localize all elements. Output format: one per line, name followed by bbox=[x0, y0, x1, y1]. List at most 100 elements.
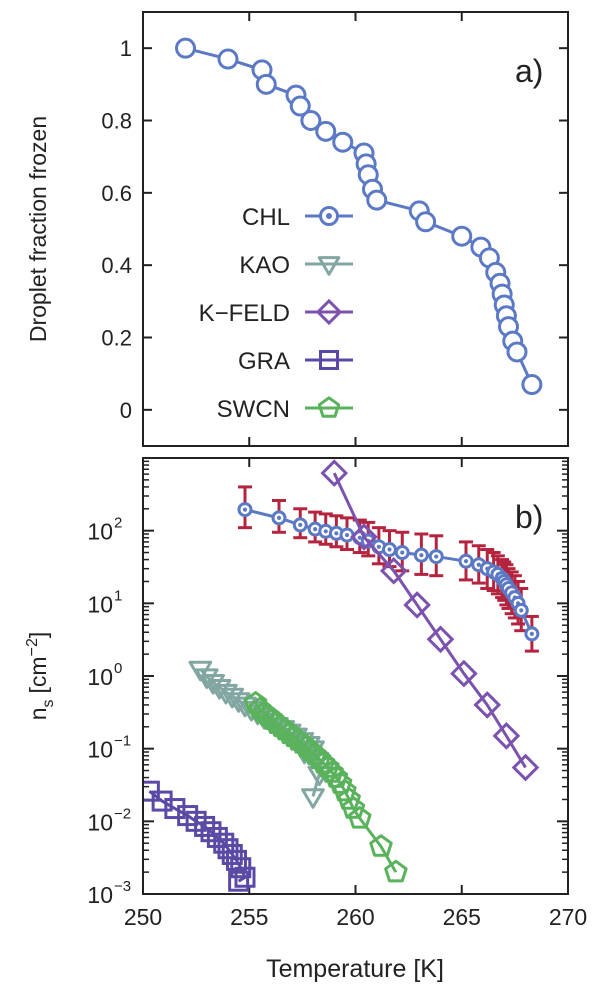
data-point-dot bbox=[400, 550, 405, 555]
data-point-dot bbox=[323, 529, 328, 534]
panel-a-y-tick-label: 0 bbox=[120, 398, 132, 423]
panel-b-x-tick-label: 255 bbox=[230, 904, 268, 930]
legend-marker bbox=[317, 396, 341, 418]
data-point-dot bbox=[276, 515, 282, 520]
panel-a-y-tick-label: 0.6 bbox=[101, 181, 132, 206]
data-point bbox=[350, 523, 378, 551]
panel-b-y-tick-label: 10 bbox=[87, 809, 113, 835]
legend-label: K−FELD bbox=[199, 300, 290, 327]
panel-b-y-tick-exponent: 1 bbox=[114, 587, 122, 604]
panel-b-y-tick-label: 10 bbox=[87, 591, 113, 617]
data-point bbox=[369, 834, 393, 857]
panel-a-y-ticks: 0 0.2 0.4 0.6 0.8 1 bbox=[101, 36, 568, 423]
data-point-dot bbox=[387, 547, 392, 552]
data-point bbox=[301, 788, 325, 809]
data-point bbox=[234, 866, 256, 888]
tick-base: 10 bbox=[87, 737, 113, 763]
panel-b-label: b) bbox=[515, 499, 543, 535]
panel-b-y-tick-exponent: −2 bbox=[114, 805, 131, 822]
panel-b-y-axis-label: ns [cm−2] bbox=[24, 632, 57, 721]
panel-a: 0 0.2 0.4 0.6 0.8 1 a) Droplet fraction froze… bbox=[25, 11, 569, 447]
data-point-chl bbox=[300, 110, 322, 131]
panel-a-x-ticks bbox=[142, 12, 569, 446]
legend-marker bbox=[315, 298, 343, 326]
panel-b-y-tick-label: 10 bbox=[87, 664, 113, 690]
data-point-dot bbox=[476, 562, 481, 567]
data-point bbox=[426, 625, 455, 654]
legend-label: SWCN bbox=[217, 396, 290, 423]
panel-b-y-tick-exponent: −3 bbox=[114, 878, 131, 895]
panel-b-x-tick-label: 260 bbox=[336, 904, 374, 930]
data-point-chl bbox=[315, 120, 337, 142]
data-point bbox=[194, 815, 216, 837]
panel-b-y-tick-exponent: 2 bbox=[114, 515, 122, 532]
data-point bbox=[379, 557, 408, 585]
data-point bbox=[151, 790, 173, 812]
data-point-chl bbox=[506, 341, 528, 363]
legend-label: CHL bbox=[242, 204, 290, 231]
ylabel-unit-exp: −2 bbox=[24, 638, 41, 656]
data-point-dot bbox=[334, 531, 339, 536]
data-point bbox=[492, 722, 521, 750]
data-point bbox=[206, 826, 228, 848]
data-point bbox=[164, 798, 186, 820]
panel-a-data bbox=[175, 37, 543, 396]
panel-a-frame bbox=[142, 11, 569, 447]
data-point bbox=[341, 796, 366, 819]
data-point-chl bbox=[366, 189, 388, 211]
data-point-chl bbox=[217, 48, 239, 70]
tick-base: 10 bbox=[87, 882, 113, 908]
panel-b-x-tick-label: 265 bbox=[443, 904, 481, 930]
data-point-chl bbox=[289, 95, 311, 117]
data-point-chl bbox=[255, 73, 277, 95]
data-point-dot bbox=[434, 554, 439, 559]
series-line-chl bbox=[185, 46, 534, 386]
panel-b-y-tick-label: 10 bbox=[87, 737, 113, 763]
series-k-feld bbox=[320, 459, 540, 782]
data-point-dot bbox=[529, 631, 534, 636]
data-point bbox=[450, 659, 478, 688]
panel-b-x-tick-label: 270 bbox=[549, 904, 587, 930]
ylabel-sub: s bbox=[40, 699, 57, 707]
legend-marker bbox=[317, 256, 341, 276]
data-point-dot bbox=[463, 559, 469, 564]
legend: CHL KAO K−FELD GRA SWCN bbox=[199, 204, 353, 423]
data-point bbox=[228, 870, 250, 892]
data-point-dot bbox=[376, 544, 381, 549]
data-point-dot bbox=[242, 507, 248, 512]
data-point-dot bbox=[419, 553, 424, 558]
panel-b-data bbox=[143, 459, 540, 892]
panel-a-y-axis-label: Droplet fraction frozen bbox=[25, 116, 51, 342]
series-line bbox=[332, 472, 527, 769]
panel-a-y-tick-label: 0.4 bbox=[101, 253, 132, 278]
tick-base: 10 bbox=[87, 809, 113, 835]
data-point bbox=[347, 806, 372, 829]
data-point-dot bbox=[519, 608, 524, 613]
panel-b-x-tick-label: 250 bbox=[124, 904, 162, 930]
ylabel-n: n bbox=[25, 707, 51, 720]
data-point bbox=[403, 591, 431, 619]
data-point-chl bbox=[175, 37, 196, 59]
data-point-dot bbox=[313, 527, 318, 532]
panel-b-y-tick-label: 10 bbox=[87, 519, 113, 545]
series-gra bbox=[143, 780, 256, 892]
x-axis-label: Temperature [K] bbox=[266, 955, 444, 983]
data-point bbox=[384, 859, 408, 883]
tick-base: 10 bbox=[87, 591, 113, 617]
data-point-chl bbox=[332, 131, 354, 153]
panel-a-y-tick-label: 0.8 bbox=[101, 109, 132, 134]
data-point-chl bbox=[521, 374, 543, 396]
data-point bbox=[511, 753, 540, 782]
data-point-dot bbox=[344, 532, 350, 538]
series-swcn bbox=[243, 691, 408, 883]
data-point bbox=[200, 821, 222, 843]
panel-a-label: a) bbox=[515, 53, 543, 89]
data-point-dot bbox=[298, 522, 303, 528]
data-point bbox=[337, 787, 361, 810]
data-point bbox=[473, 691, 502, 719]
legend-label: GRA bbox=[238, 348, 290, 375]
panel-b-y-tick-label: 10 bbox=[87, 882, 113, 908]
panel-b-y-tick-exponent: −1 bbox=[114, 733, 131, 750]
